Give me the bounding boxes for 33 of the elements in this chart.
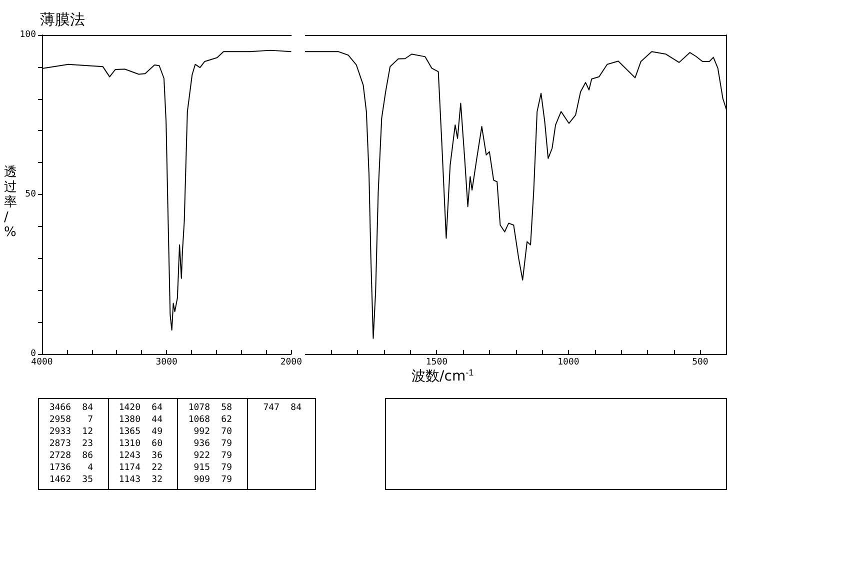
text: 3466 84 — [49, 403, 93, 413]
y-axis-title: 透过率/% — [4, 165, 17, 240]
text: 2958 7 — [49, 415, 93, 425]
text: 1143 32 — [118, 475, 162, 485]
text: 922 79 — [194, 451, 232, 461]
x-tick-label: 1500 — [426, 358, 448, 368]
y-tick-label: 0 — [30, 349, 36, 359]
x-tick-label: 500 — [692, 358, 709, 368]
text: 1462 35 — [49, 475, 93, 485]
y-tick-label: 50 — [25, 190, 36, 200]
text: 2873 23 — [49, 439, 93, 449]
text: 992 70 — [194, 427, 232, 437]
text: 1078 58 — [188, 403, 232, 413]
text: 747 84 — [263, 403, 302, 413]
text: 1365 49 — [118, 427, 162, 437]
x-tick-label: 4000 — [31, 358, 53, 368]
text: 909 79 — [194, 475, 232, 485]
text: 1736 4 — [49, 463, 93, 473]
text: 1174 22 — [118, 463, 162, 473]
text: 1068 62 — [188, 415, 232, 425]
text: 1380 44 — [118, 415, 162, 425]
x-tick-label: 2000 — [280, 358, 302, 368]
x-tick-label: 1000 — [558, 358, 580, 368]
text: 1420 64 — [118, 403, 162, 413]
text: 2933 12 — [49, 427, 93, 437]
text: 915 79 — [194, 463, 232, 473]
y-tick-label: 100 — [20, 30, 36, 40]
chart-title: 薄膜法 — [40, 10, 85, 28]
text: 1310 60 — [118, 439, 162, 449]
text: 1243 36 — [118, 451, 162, 461]
text: 2728 86 — [49, 451, 93, 461]
text: 936 79 — [194, 439, 232, 449]
x-tick-label: 3000 — [156, 358, 178, 368]
